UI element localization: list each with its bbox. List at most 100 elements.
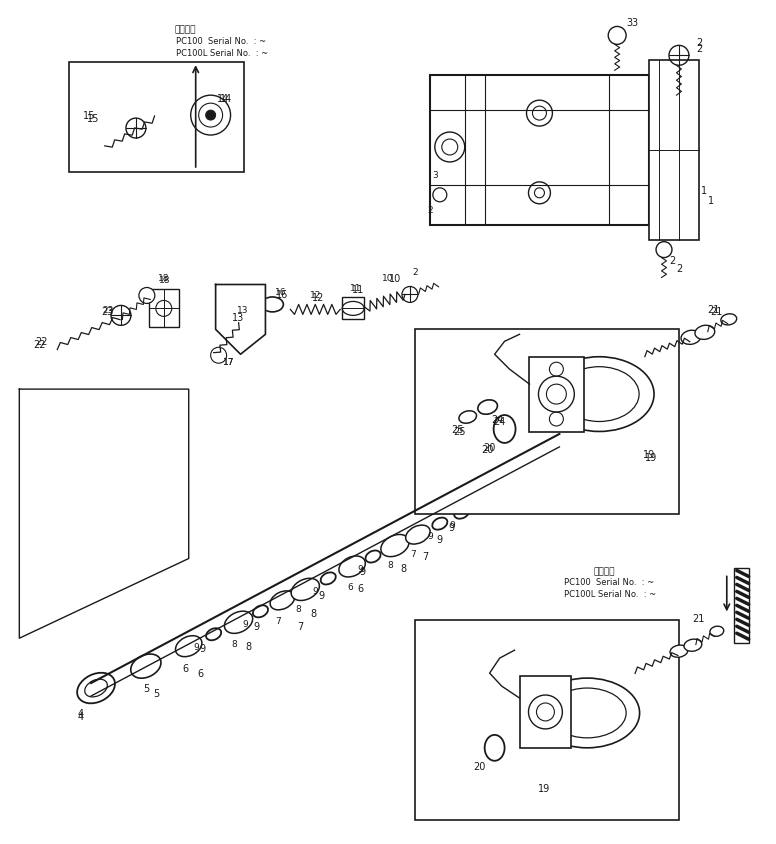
Text: 25: 25 — [452, 425, 464, 435]
Text: 3: 3 — [432, 171, 438, 180]
Text: 10: 10 — [383, 273, 393, 283]
Text: 11: 11 — [352, 285, 364, 295]
Text: 17: 17 — [223, 357, 234, 366]
Text: 2: 2 — [696, 44, 702, 54]
Text: 10: 10 — [389, 273, 401, 284]
Text: 9: 9 — [254, 621, 259, 631]
Circle shape — [139, 288, 155, 304]
Bar — [430, 76, 649, 225]
Text: 適用号機: 適用号機 — [594, 566, 615, 576]
Text: 6: 6 — [198, 668, 204, 679]
Text: 18: 18 — [158, 273, 169, 283]
Bar — [649, 62, 699, 241]
Text: 8: 8 — [400, 564, 406, 574]
Circle shape — [191, 96, 230, 136]
Circle shape — [111, 306, 131, 326]
Text: 19: 19 — [539, 782, 550, 793]
Bar — [529, 358, 584, 432]
Ellipse shape — [381, 535, 409, 557]
Ellipse shape — [339, 556, 365, 577]
Polygon shape — [216, 285, 265, 354]
Text: 22: 22 — [33, 340, 46, 350]
Text: 2: 2 — [427, 206, 433, 215]
Text: PC100  Serial No.  : ~: PC100 Serial No. : ~ — [175, 37, 266, 46]
Text: 2: 2 — [669, 255, 675, 265]
Text: 4: 4 — [78, 708, 84, 718]
Text: 18: 18 — [159, 276, 171, 284]
Text: 12: 12 — [310, 290, 321, 300]
Text: 8: 8 — [387, 560, 393, 570]
Text: 21: 21 — [693, 614, 705, 624]
Text: 8: 8 — [296, 604, 301, 613]
Text: 9: 9 — [437, 534, 443, 544]
Text: 8: 8 — [232, 639, 237, 648]
Text: PC100L Serial No.  : ~: PC100L Serial No. : ~ — [175, 49, 268, 57]
Text: PC100  Serial No.  : ~: PC100 Serial No. : ~ — [564, 577, 654, 587]
Text: 23: 23 — [101, 307, 113, 317]
Bar — [415, 330, 679, 514]
Text: 13: 13 — [237, 306, 248, 315]
Text: 2: 2 — [412, 268, 417, 277]
Text: 9: 9 — [357, 565, 363, 573]
Text: 6: 6 — [348, 582, 353, 591]
Text: 20: 20 — [481, 445, 494, 454]
Text: 23: 23 — [102, 306, 114, 315]
Ellipse shape — [684, 640, 702, 652]
Text: 5: 5 — [153, 688, 159, 698]
Text: 2: 2 — [696, 38, 702, 48]
Text: 6: 6 — [182, 663, 189, 674]
Text: 7: 7 — [297, 621, 303, 631]
Ellipse shape — [77, 673, 115, 704]
Ellipse shape — [175, 636, 202, 657]
Text: 24: 24 — [494, 416, 506, 426]
Text: 5: 5 — [143, 684, 149, 693]
Bar — [342, 298, 364, 320]
Text: 15: 15 — [83, 111, 95, 121]
Ellipse shape — [721, 315, 736, 326]
Ellipse shape — [270, 591, 295, 610]
Text: 11: 11 — [351, 284, 362, 293]
Text: 8: 8 — [245, 641, 251, 652]
Text: 7: 7 — [410, 549, 416, 559]
Text: 21: 21 — [708, 305, 720, 315]
Ellipse shape — [695, 326, 715, 340]
Text: 14: 14 — [220, 94, 232, 104]
Text: 2: 2 — [676, 263, 682, 273]
Text: 15: 15 — [87, 114, 99, 124]
Text: 22: 22 — [35, 337, 47, 347]
Text: 8: 8 — [310, 609, 317, 619]
Text: 21: 21 — [711, 307, 723, 317]
Ellipse shape — [291, 579, 320, 601]
Ellipse shape — [670, 646, 688, 657]
Text: 9: 9 — [194, 642, 199, 651]
Text: 14: 14 — [217, 94, 229, 104]
Text: 25: 25 — [453, 426, 466, 436]
Circle shape — [210, 348, 227, 364]
Ellipse shape — [681, 331, 701, 345]
Text: 9: 9 — [449, 522, 455, 532]
Circle shape — [206, 111, 216, 121]
Text: PC100L Serial No.  : ~: PC100L Serial No. : ~ — [564, 589, 656, 598]
Text: 16: 16 — [275, 288, 286, 296]
Bar — [415, 620, 679, 820]
Text: 3: 3 — [631, 19, 637, 29]
Bar — [149, 290, 178, 328]
Ellipse shape — [224, 611, 253, 634]
Text: 9: 9 — [243, 619, 248, 628]
Text: 3: 3 — [626, 19, 632, 29]
Text: 19: 19 — [645, 452, 657, 463]
Text: 9: 9 — [427, 532, 433, 540]
Bar — [734, 569, 749, 643]
Text: 24: 24 — [491, 414, 504, 425]
Text: 12: 12 — [312, 293, 324, 303]
Ellipse shape — [406, 526, 430, 544]
Text: 9: 9 — [318, 591, 324, 601]
Text: 20: 20 — [483, 442, 496, 452]
Text: 19: 19 — [643, 449, 655, 459]
Text: 9: 9 — [313, 587, 318, 595]
Text: 9: 9 — [199, 643, 206, 653]
Ellipse shape — [535, 679, 639, 748]
Ellipse shape — [710, 626, 724, 636]
Text: 13: 13 — [232, 313, 244, 323]
Bar — [519, 676, 571, 748]
